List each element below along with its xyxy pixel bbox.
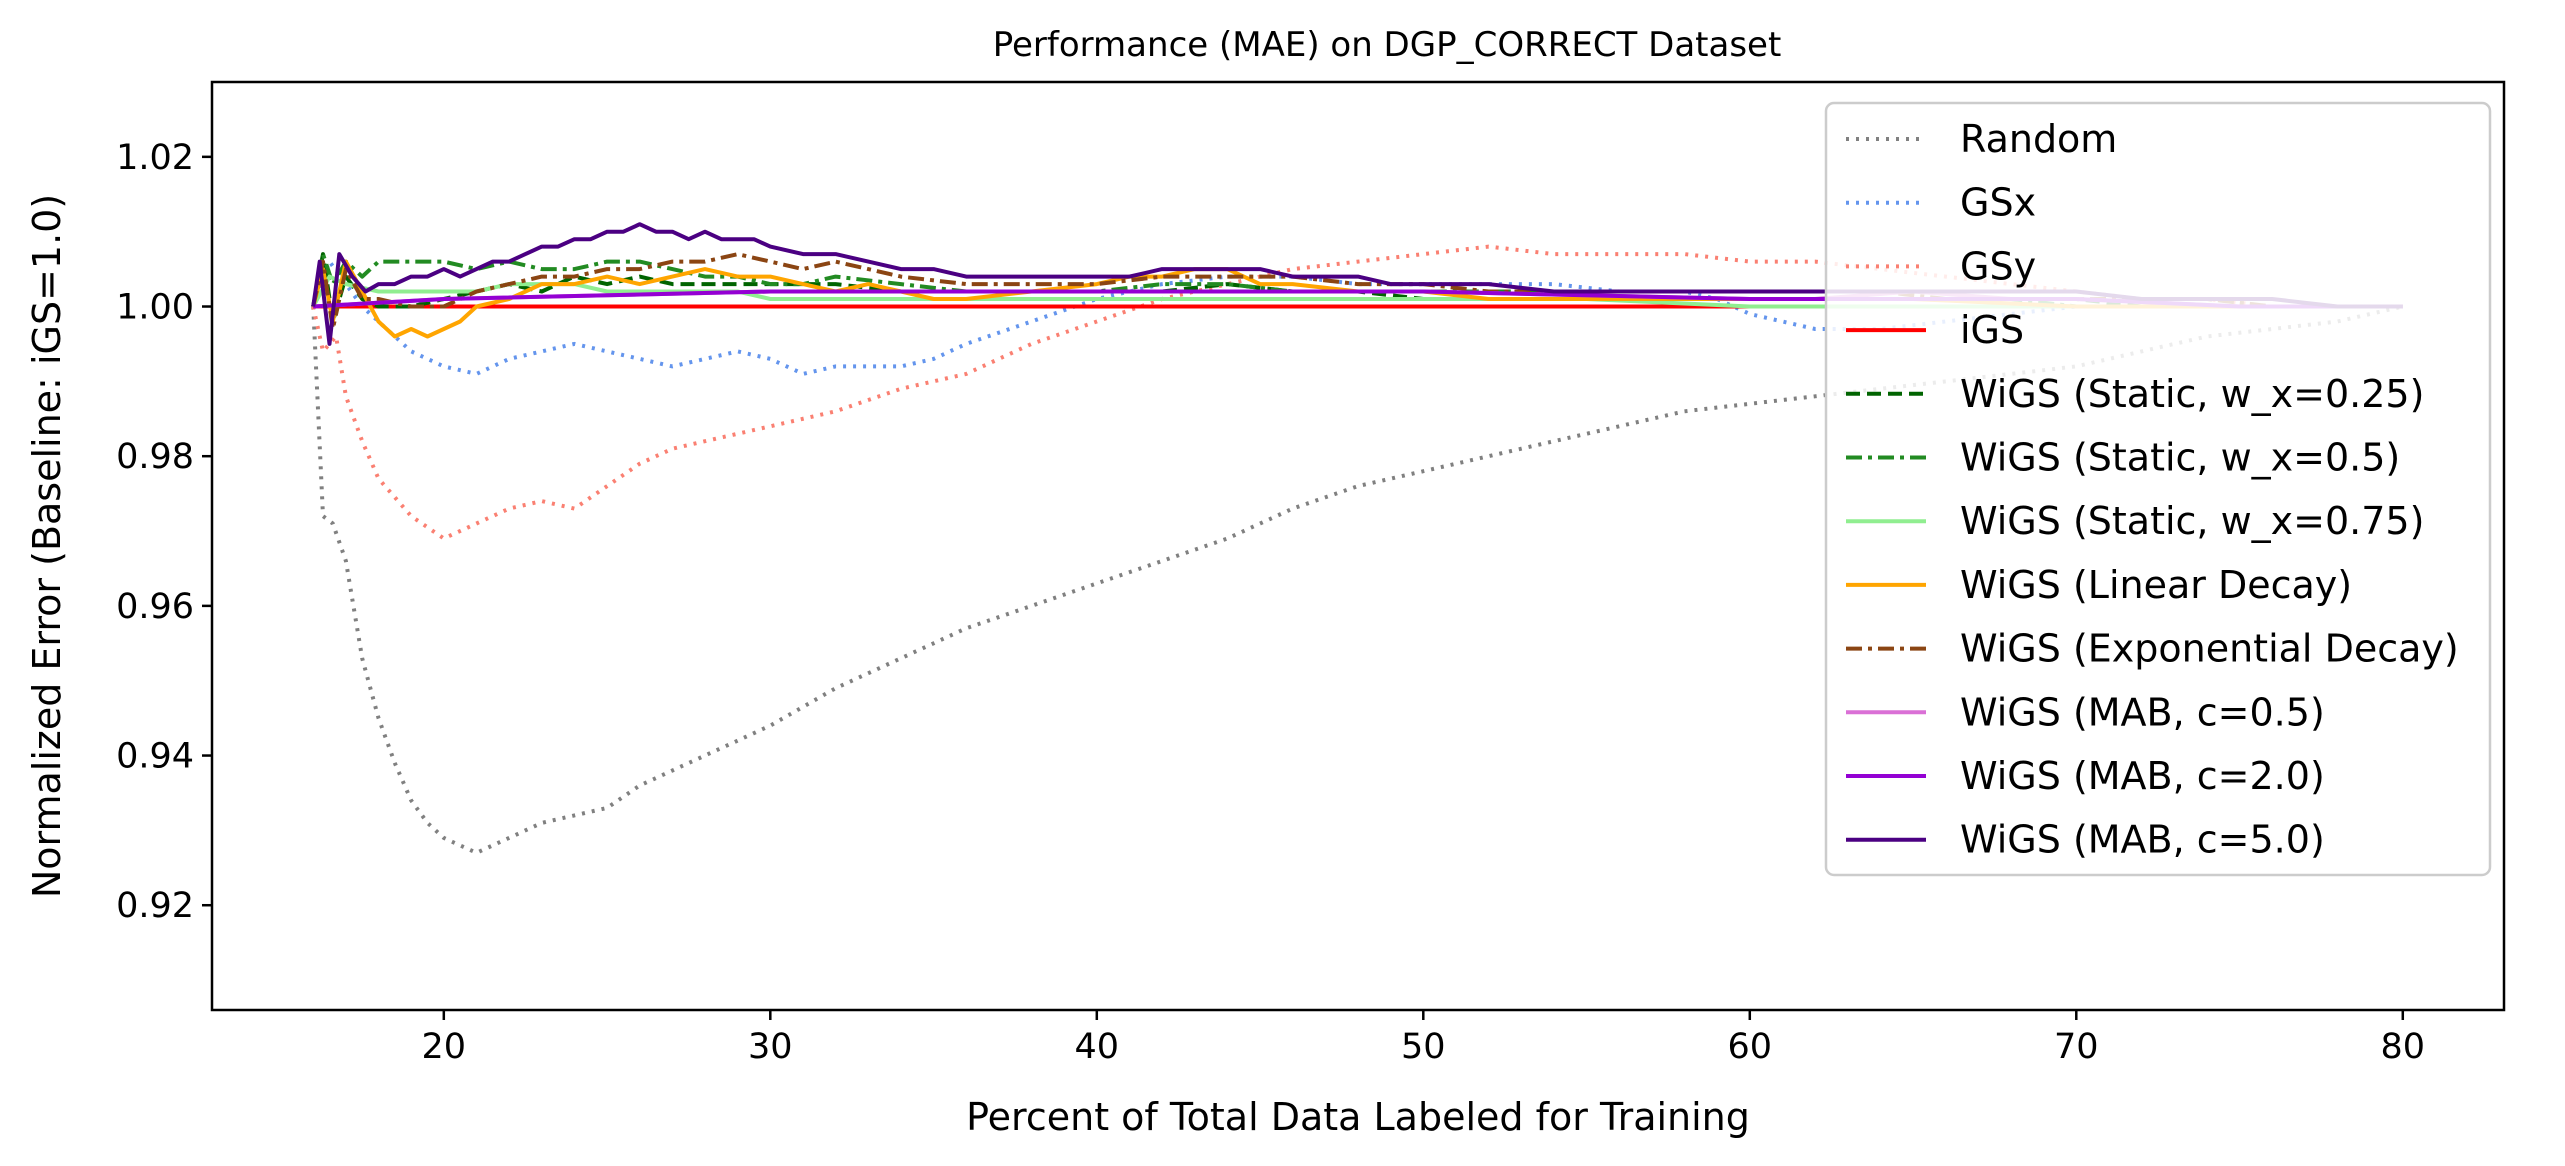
x-tick-label: 70 — [2054, 1027, 2099, 1067]
legend-label: WiGS (MAB, c=0.5) — [1960, 690, 2325, 734]
x-tick-label: 80 — [2381, 1027, 2426, 1067]
legend-label: WiGS (Exponential Decay) — [1960, 627, 2459, 671]
y-tick-label: 0.94 — [116, 737, 194, 777]
y-tick-label: 0.96 — [116, 587, 194, 627]
legend-label: WiGS (MAB, c=5.0) — [1960, 818, 2325, 862]
x-axis-label: Percent of Total Data Labeled for Traini… — [966, 1095, 1750, 1139]
y-axis: 0.92 0.94 0.96 0.98 1.00 1.02 — [116, 138, 212, 926]
legend: Random GSx GSy iGS WiGS (Static, w_x=0.25) Wi… — [1824, 101, 2492, 877]
legend-box — [1824, 101, 2492, 877]
x-tick-label: 40 — [1075, 1027, 1120, 1067]
x-tick-label: 30 — [748, 1027, 793, 1067]
y-tick-label: 0.92 — [116, 886, 194, 926]
legend-label: GSx — [1960, 181, 2036, 225]
series-line-gsx — [311, 259, 2403, 376]
legend-label: WiGS (Linear Decay) — [1960, 563, 2352, 607]
legend-label: GSy — [1960, 244, 2036, 288]
y-tick-label: 1.02 — [116, 138, 194, 178]
legend-label: iGS — [1960, 308, 2024, 352]
chart-title: Performance (MAE) on DGP_CORRECT Dataset — [993, 25, 1782, 65]
plot-frame — [210, 80, 2506, 1012]
legend-label: WiGS (Static, w_x=0.75) — [1960, 499, 2424, 543]
x-tick-label: 20 — [422, 1027, 467, 1067]
y-tick-label: 1.00 — [116, 288, 194, 328]
legend-label: WiGS (MAB, c=2.0) — [1960, 754, 2325, 798]
legend-label: WiGS (Static, w_x=0.25) — [1960, 372, 2424, 416]
series-line-wigs-mab-c-5-0 — [311, 222, 2403, 346]
x-tick-label: 50 — [1401, 1027, 1446, 1067]
y-tick-label: 0.98 — [116, 437, 194, 477]
x-axis: 20 30 40 50 60 70 80 — [422, 1010, 2426, 1067]
legend-label: WiGS (Static, w_x=0.5) — [1960, 436, 2400, 480]
x-tick-label: 60 — [1728, 1027, 1773, 1067]
y-axis-label: Normalized Error (Baseline: iGS=1.0) — [25, 194, 69, 898]
legend-label: Random — [1960, 117, 2117, 161]
